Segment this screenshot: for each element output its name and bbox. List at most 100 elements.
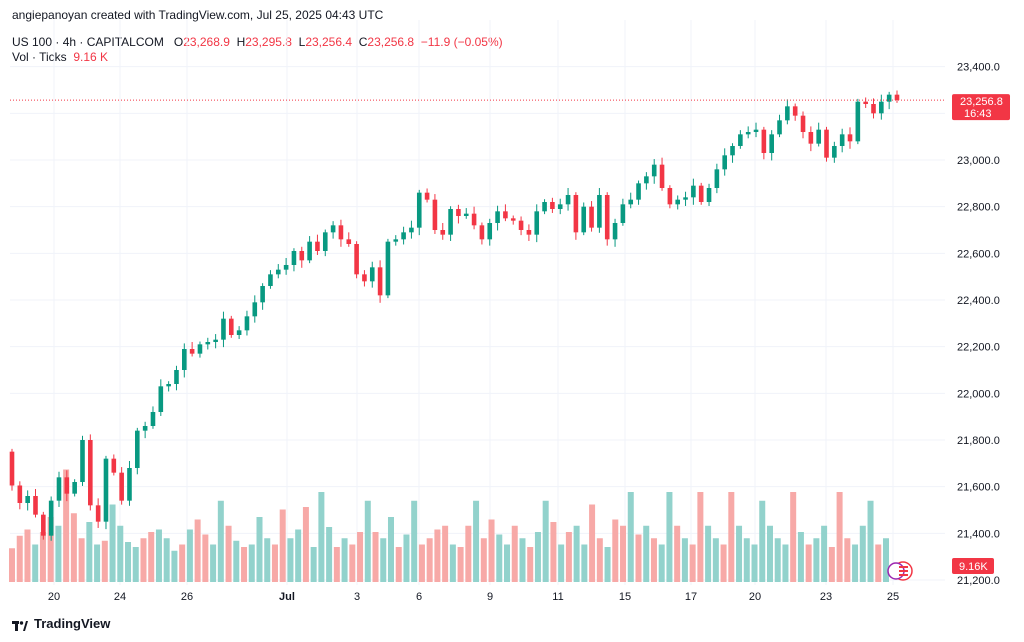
candle [166,381,171,392]
candle [722,148,727,176]
candle [706,183,712,206]
candle-body [683,197,688,200]
candle-body [589,206,594,228]
volume-bar [589,504,596,582]
volume-value: 9.16 K [73,50,109,64]
volume-badge-bg [952,558,994,574]
candle [683,191,688,206]
brand-footer[interactable]: TradingView [12,616,110,631]
volume-bar [774,538,781,582]
candle-body [299,251,305,261]
candle-body [158,386,164,412]
time-axis: 20 24 26 Jul 3 6 9 11 15 17 20 23 25 [48,591,899,603]
candle [17,481,23,510]
candle-body [871,104,876,114]
candle [894,90,900,103]
price-tick-label: 21,200.0 [957,575,1000,587]
candle [589,201,594,232]
volume-bar [179,544,186,582]
candle [832,141,837,163]
volume-bar [217,500,224,582]
price-tick-label: 22,000.0 [957,388,1000,400]
volume-bar [867,500,874,582]
time-tick-label: 24 [114,591,126,603]
time-tick-label: 20 [749,591,761,603]
candle [542,199,547,215]
candle [510,215,516,225]
chart-credit: angiepanoyan created with TradingView.co… [12,8,384,22]
candle [56,471,62,507]
volume-bar [705,525,712,582]
volume-bar [627,492,634,582]
volume-label[interactable]: Vol · Ticks [12,50,67,64]
volume-bar [565,532,572,582]
volume-badge-value: 9.16K [959,561,988,573]
volume-bar [310,547,317,582]
volume-bar [736,525,743,582]
candle [839,128,845,153]
candle-body [119,472,124,501]
price-axis: 23,400.023,200.023,000.022,800.022,600.0… [957,62,1000,587]
high-label: H [236,35,246,49]
price-tick-label: 21,400.0 [957,528,1000,540]
volume-bar [604,547,611,582]
candle [197,341,203,358]
symbol-name[interactable]: US 100 · 4h · CAPITALCOM [12,35,164,49]
volume-bar [766,525,773,582]
volume-bar [534,532,541,582]
volume-bar [426,538,433,582]
candle [268,270,273,289]
candle-body [714,169,720,188]
candle-body [651,164,657,177]
candle-body [401,232,406,240]
candle [64,470,70,502]
candle-body [369,267,375,282]
candle [275,264,281,279]
price-tick-label: 22,800.0 [957,202,1000,214]
volume-bar [241,547,248,582]
candle [385,238,391,299]
volume-legend: Vol · Ticks 9.16 K [12,50,108,64]
chart-grid [10,20,945,585]
candle-body [534,211,540,235]
candle-body [761,129,767,153]
candle-body [785,106,790,121]
candle [424,188,430,203]
candle-body [315,241,320,251]
candle [816,122,821,147]
candle-body [174,370,179,384]
candle-body [816,129,821,144]
price-tick-label: 21,800.0 [957,435,1000,447]
candle-body [636,183,641,200]
volume-bar [264,538,271,582]
candle-body [471,213,477,226]
candle-body [197,344,203,354]
events-icon[interactable] [887,561,913,581]
candle [879,94,884,120]
candle-body [111,458,117,473]
volume-bar [821,525,828,582]
candle-body [456,209,461,216]
candle-body [213,339,218,342]
candle-body [542,202,547,212]
candle-body [706,188,712,202]
time-tick-label: 15 [619,591,631,603]
candle [213,334,218,349]
candle [393,235,399,246]
volume-bar [24,529,31,582]
volume-bars [9,469,889,582]
candle-body [518,220,524,230]
candle-body [620,204,626,223]
candle [103,455,109,530]
volume-bar [674,525,681,582]
candle-body [573,195,579,233]
volume-bar [519,538,526,582]
volume-bar [797,532,804,582]
volume-bar [349,544,356,582]
candles [9,90,900,541]
candle-body [236,330,242,335]
volume-bar [318,492,325,582]
candle-body [166,384,171,387]
volume-bar [125,542,132,582]
